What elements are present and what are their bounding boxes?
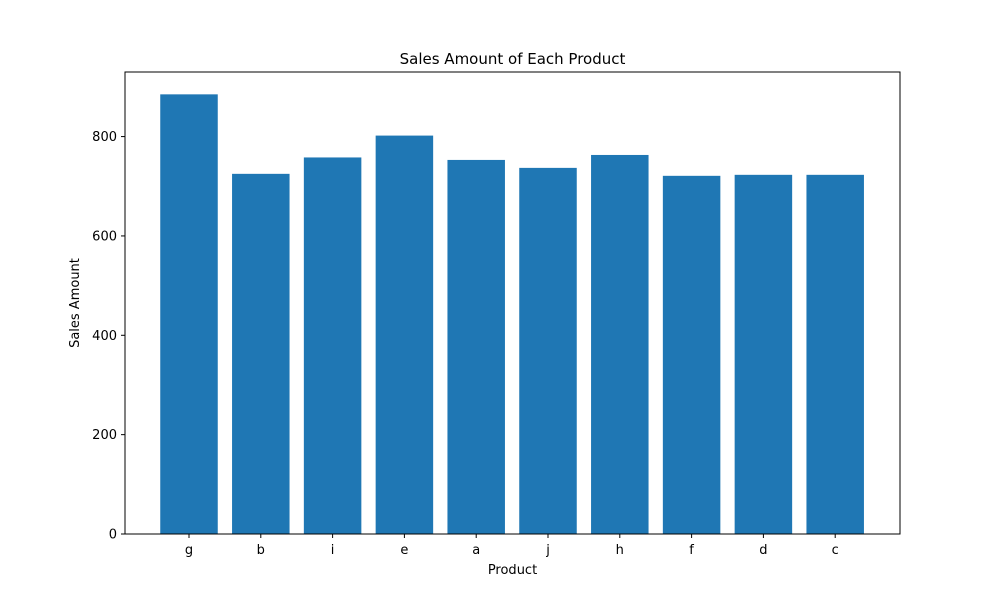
x-tick-label: i: [331, 543, 335, 558]
bar-d: [734, 174, 793, 534]
plot-area-frame: [124, 71, 901, 535]
bar-f: [662, 175, 721, 534]
bar-b: [232, 173, 290, 534]
y-tick-label: 600: [92, 229, 117, 244]
y-tick-label: 400: [92, 329, 117, 344]
x-tick-label: d: [759, 543, 767, 558]
bars-group: [160, 94, 864, 534]
x-tick-label: b: [257, 543, 265, 558]
bar-c: [806, 174, 864, 534]
bar-g: [160, 94, 218, 534]
y-axis-label: Sales Amount: [68, 258, 83, 348]
x-tick-label: a: [472, 543, 480, 558]
x-tick-label: c: [832, 543, 839, 558]
chart-title: Sales Amount of Each Product: [400, 50, 626, 68]
bar-i: [303, 157, 362, 534]
x-tick-label: f: [689, 543, 694, 558]
x-tick-label: j: [545, 543, 550, 558]
x-tick-label: h: [616, 543, 624, 558]
bar-e: [375, 135, 434, 534]
bar-j: [519, 167, 577, 534]
x-tick-label: g: [185, 543, 193, 558]
y-tick-label: 200: [92, 428, 117, 443]
y-axis-ticks: 0 200 400 600 800: [92, 130, 125, 543]
x-tick-label: e: [400, 543, 408, 558]
y-tick-label: 800: [92, 130, 117, 145]
bar-a: [447, 159, 505, 534]
y-tick-label: 0: [109, 528, 117, 543]
x-axis-label: Product: [488, 563, 537, 578]
bar-h: [591, 154, 649, 534]
